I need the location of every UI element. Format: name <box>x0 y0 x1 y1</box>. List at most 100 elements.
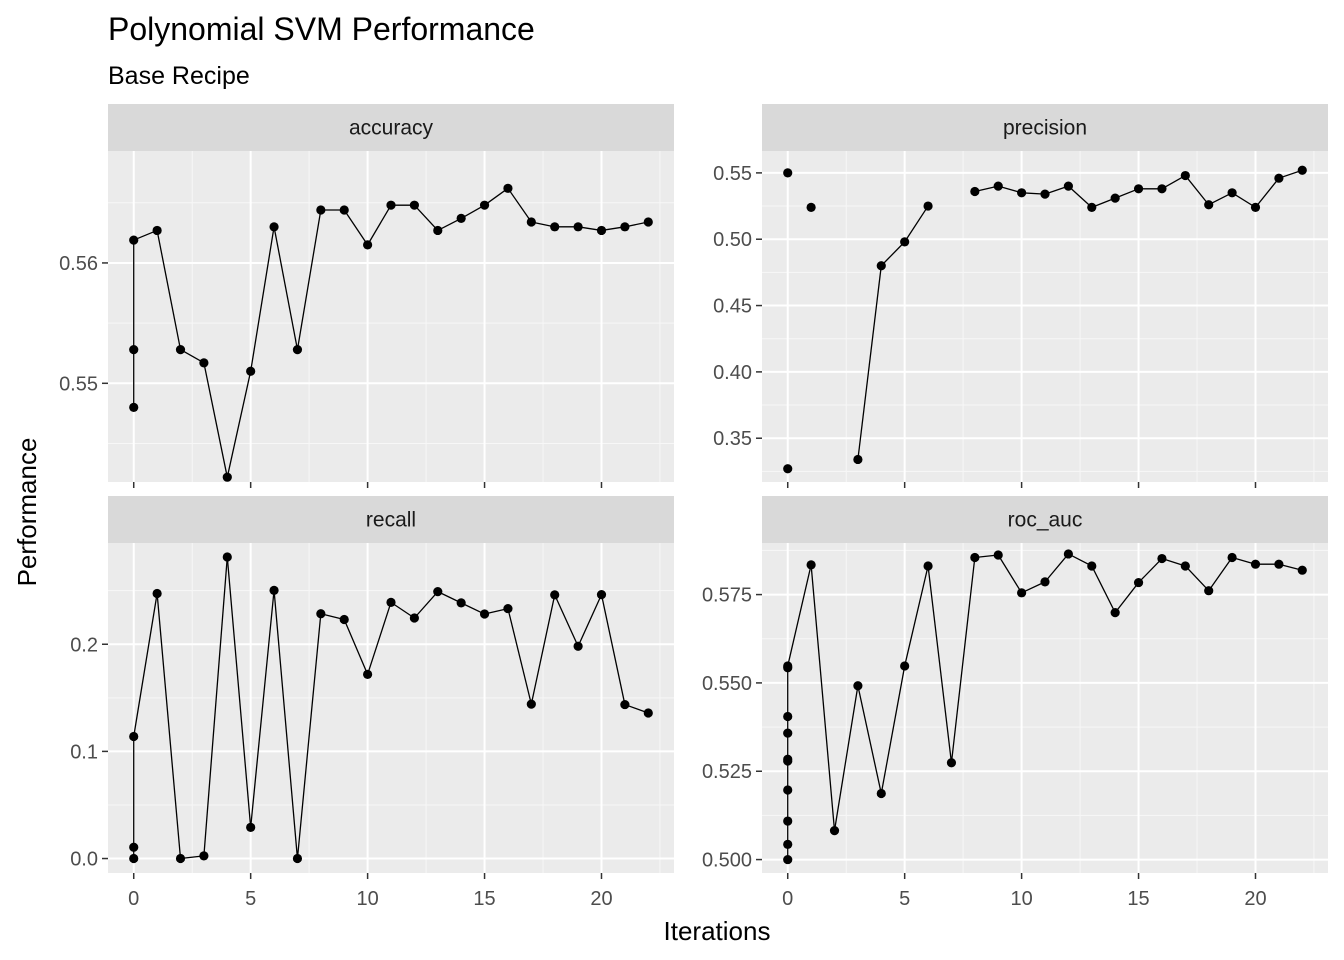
y-tick-label: 0.56 <box>59 253 98 275</box>
facet-strip-label: precision <box>1003 117 1087 140</box>
series-line-segment <box>1138 558 1163 584</box>
data-point <box>1227 552 1237 563</box>
x-tick-label: 15 <box>473 888 495 910</box>
data-point <box>1274 173 1284 183</box>
data-point <box>1017 588 1027 598</box>
panel-background <box>762 151 1328 482</box>
series-line-segment <box>857 265 882 460</box>
data-point <box>129 842 139 852</box>
x-tick-label: 10 <box>1010 888 1032 910</box>
series-line-segment <box>203 362 228 478</box>
chart-subtitle: Base Recipe <box>108 62 250 90</box>
x-tick-label: 20 <box>590 888 612 910</box>
data-point <box>246 822 256 832</box>
x-tick-label: 0 <box>128 888 139 910</box>
x-axis-title: Iterations <box>664 916 771 946</box>
data-point <box>1157 553 1167 564</box>
data-point <box>409 613 419 623</box>
data-point <box>269 222 279 232</box>
series-line-segment <box>250 590 275 828</box>
data-point <box>829 826 840 836</box>
data-point <box>643 217 653 227</box>
series-line-segment <box>904 565 929 667</box>
data-point <box>783 839 793 849</box>
data-point <box>1133 184 1144 194</box>
series-line-segment <box>1184 565 1210 592</box>
data-point <box>596 590 607 600</box>
data-point <box>550 590 560 600</box>
data-point <box>479 609 490 619</box>
data-point <box>339 614 349 625</box>
data-point <box>923 561 933 571</box>
facet-strip-label: roc_auc <box>1008 509 1083 532</box>
data-point <box>129 853 139 864</box>
data-point <box>900 237 910 247</box>
facet-strip <box>762 104 1328 151</box>
y-tick-label: 0.1 <box>70 741 98 763</box>
facet-strip <box>762 496 1328 543</box>
y-axis-title: Performance <box>12 438 42 587</box>
data-point <box>573 641 583 651</box>
series-line-segment <box>273 226 299 350</box>
data-point <box>620 699 630 710</box>
data-point <box>946 758 957 768</box>
series-line-segment <box>366 602 392 675</box>
data-point <box>129 345 139 355</box>
panel-precision: precision 0.35 0.40 0.45 0.50 0.55 <box>713 104 1328 488</box>
series-line-segment <box>413 204 439 231</box>
panel-accuracy: accuracy 0.55 0.56 <box>59 104 674 488</box>
series-line-segment <box>156 230 182 350</box>
data-point <box>1157 184 1167 194</box>
data-point <box>900 661 910 671</box>
series-line-segment <box>1044 553 1069 583</box>
data-point <box>573 222 583 232</box>
series-line-segment <box>133 593 158 737</box>
series-line-segment <box>203 556 228 856</box>
series-line-segment <box>787 564 812 667</box>
series-line-segment <box>880 241 906 267</box>
data-point <box>783 168 793 178</box>
series-line-segment <box>950 557 976 763</box>
series-line-segment <box>904 205 929 243</box>
series-line-segment <box>554 594 579 647</box>
y-tick-label: 0.55 <box>713 163 752 185</box>
series-line-segment <box>296 209 322 350</box>
data-point <box>1063 549 1073 559</box>
data-point <box>246 366 256 376</box>
data-point <box>526 699 536 709</box>
data-point <box>409 200 419 210</box>
data-point <box>152 588 162 599</box>
data-point <box>292 345 303 355</box>
data-point <box>970 552 980 563</box>
data-point <box>1017 188 1027 198</box>
y-tick-label: 0.550 <box>702 673 752 695</box>
data-point <box>363 240 373 250</box>
data-point <box>783 754 793 764</box>
series-line-segment <box>390 601 415 619</box>
series-line-segment <box>507 187 532 223</box>
data-point <box>783 816 793 826</box>
data-point <box>1274 559 1284 569</box>
data-point <box>316 205 326 215</box>
data-point <box>783 785 793 795</box>
series-line-segment <box>530 594 556 705</box>
data-point <box>503 603 513 614</box>
data-point <box>923 201 933 211</box>
series-line-segment <box>1254 177 1280 208</box>
data-point <box>806 202 816 212</box>
chart-title: Polynomial SVM Performance <box>108 11 535 47</box>
x-tick-label: 20 <box>1244 888 1266 910</box>
series-line-segment <box>600 594 626 705</box>
data-point <box>1040 189 1050 199</box>
series-line-segment <box>507 608 532 705</box>
series-line-segment <box>296 613 322 859</box>
data-point <box>1133 577 1144 588</box>
panel-recall: recall 0.0 0.1 0.2 0 5 10 15 20 <box>70 496 674 910</box>
data-point <box>363 669 373 679</box>
data-point <box>1204 586 1214 596</box>
data-point <box>433 225 443 236</box>
y-tick-label: 0.35 <box>713 428 752 450</box>
data-point <box>1180 561 1190 571</box>
data-point <box>386 200 396 210</box>
